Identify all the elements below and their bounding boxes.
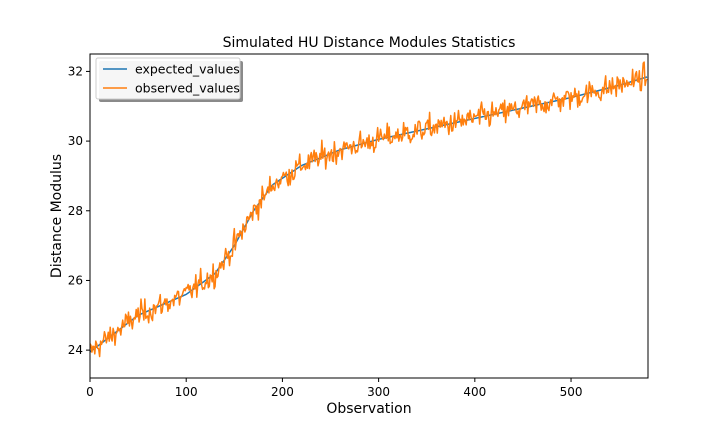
- y-tick-label: 24: [68, 343, 83, 357]
- axes-layer: 0 100 200 300 400 500 24 26 28 30 32: [68, 53, 649, 399]
- x-tick-label: 500: [560, 385, 583, 399]
- chart-title: Simulated HU Distance Modules Statistics: [223, 35, 516, 51]
- series-layer: [89, 61, 648, 358]
- x-tick-label: 200: [271, 385, 294, 399]
- y-tick-label: 32: [68, 64, 83, 78]
- legend: expected_values observed_values: [95, 57, 243, 102]
- legend-box: [95, 57, 241, 100]
- x-axis-label: Observation: [326, 401, 411, 417]
- x-tick-label: 300: [367, 385, 390, 399]
- x-tick-label: 100: [175, 385, 198, 399]
- y-tick-label: 28: [68, 204, 83, 218]
- legend-label-expected: expected_values: [135, 62, 240, 77]
- plot-frame: [89, 53, 649, 379]
- y-tick-label: 30: [68, 134, 83, 148]
- y-tick-label: 26: [68, 273, 83, 287]
- y-axis-label: Distance Modulus: [49, 154, 65, 278]
- x-tick-label: 400: [463, 385, 486, 399]
- series-line-observed: [89, 61, 648, 358]
- series-line-expected: [89, 76, 648, 353]
- legend-label-observed: observed_values: [135, 81, 240, 96]
- x-tick-label: 0: [86, 385, 94, 399]
